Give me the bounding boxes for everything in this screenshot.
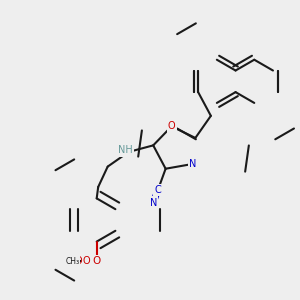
Text: O: O [93,256,101,266]
Text: N: N [190,159,197,169]
Text: O: O [74,256,82,266]
Text: N: N [150,198,157,208]
Text: NH: NH [118,146,133,155]
Text: O: O [168,121,176,131]
Text: CH₃: CH₃ [66,256,80,266]
Text: C: C [154,185,161,195]
Text: O: O [82,256,90,266]
